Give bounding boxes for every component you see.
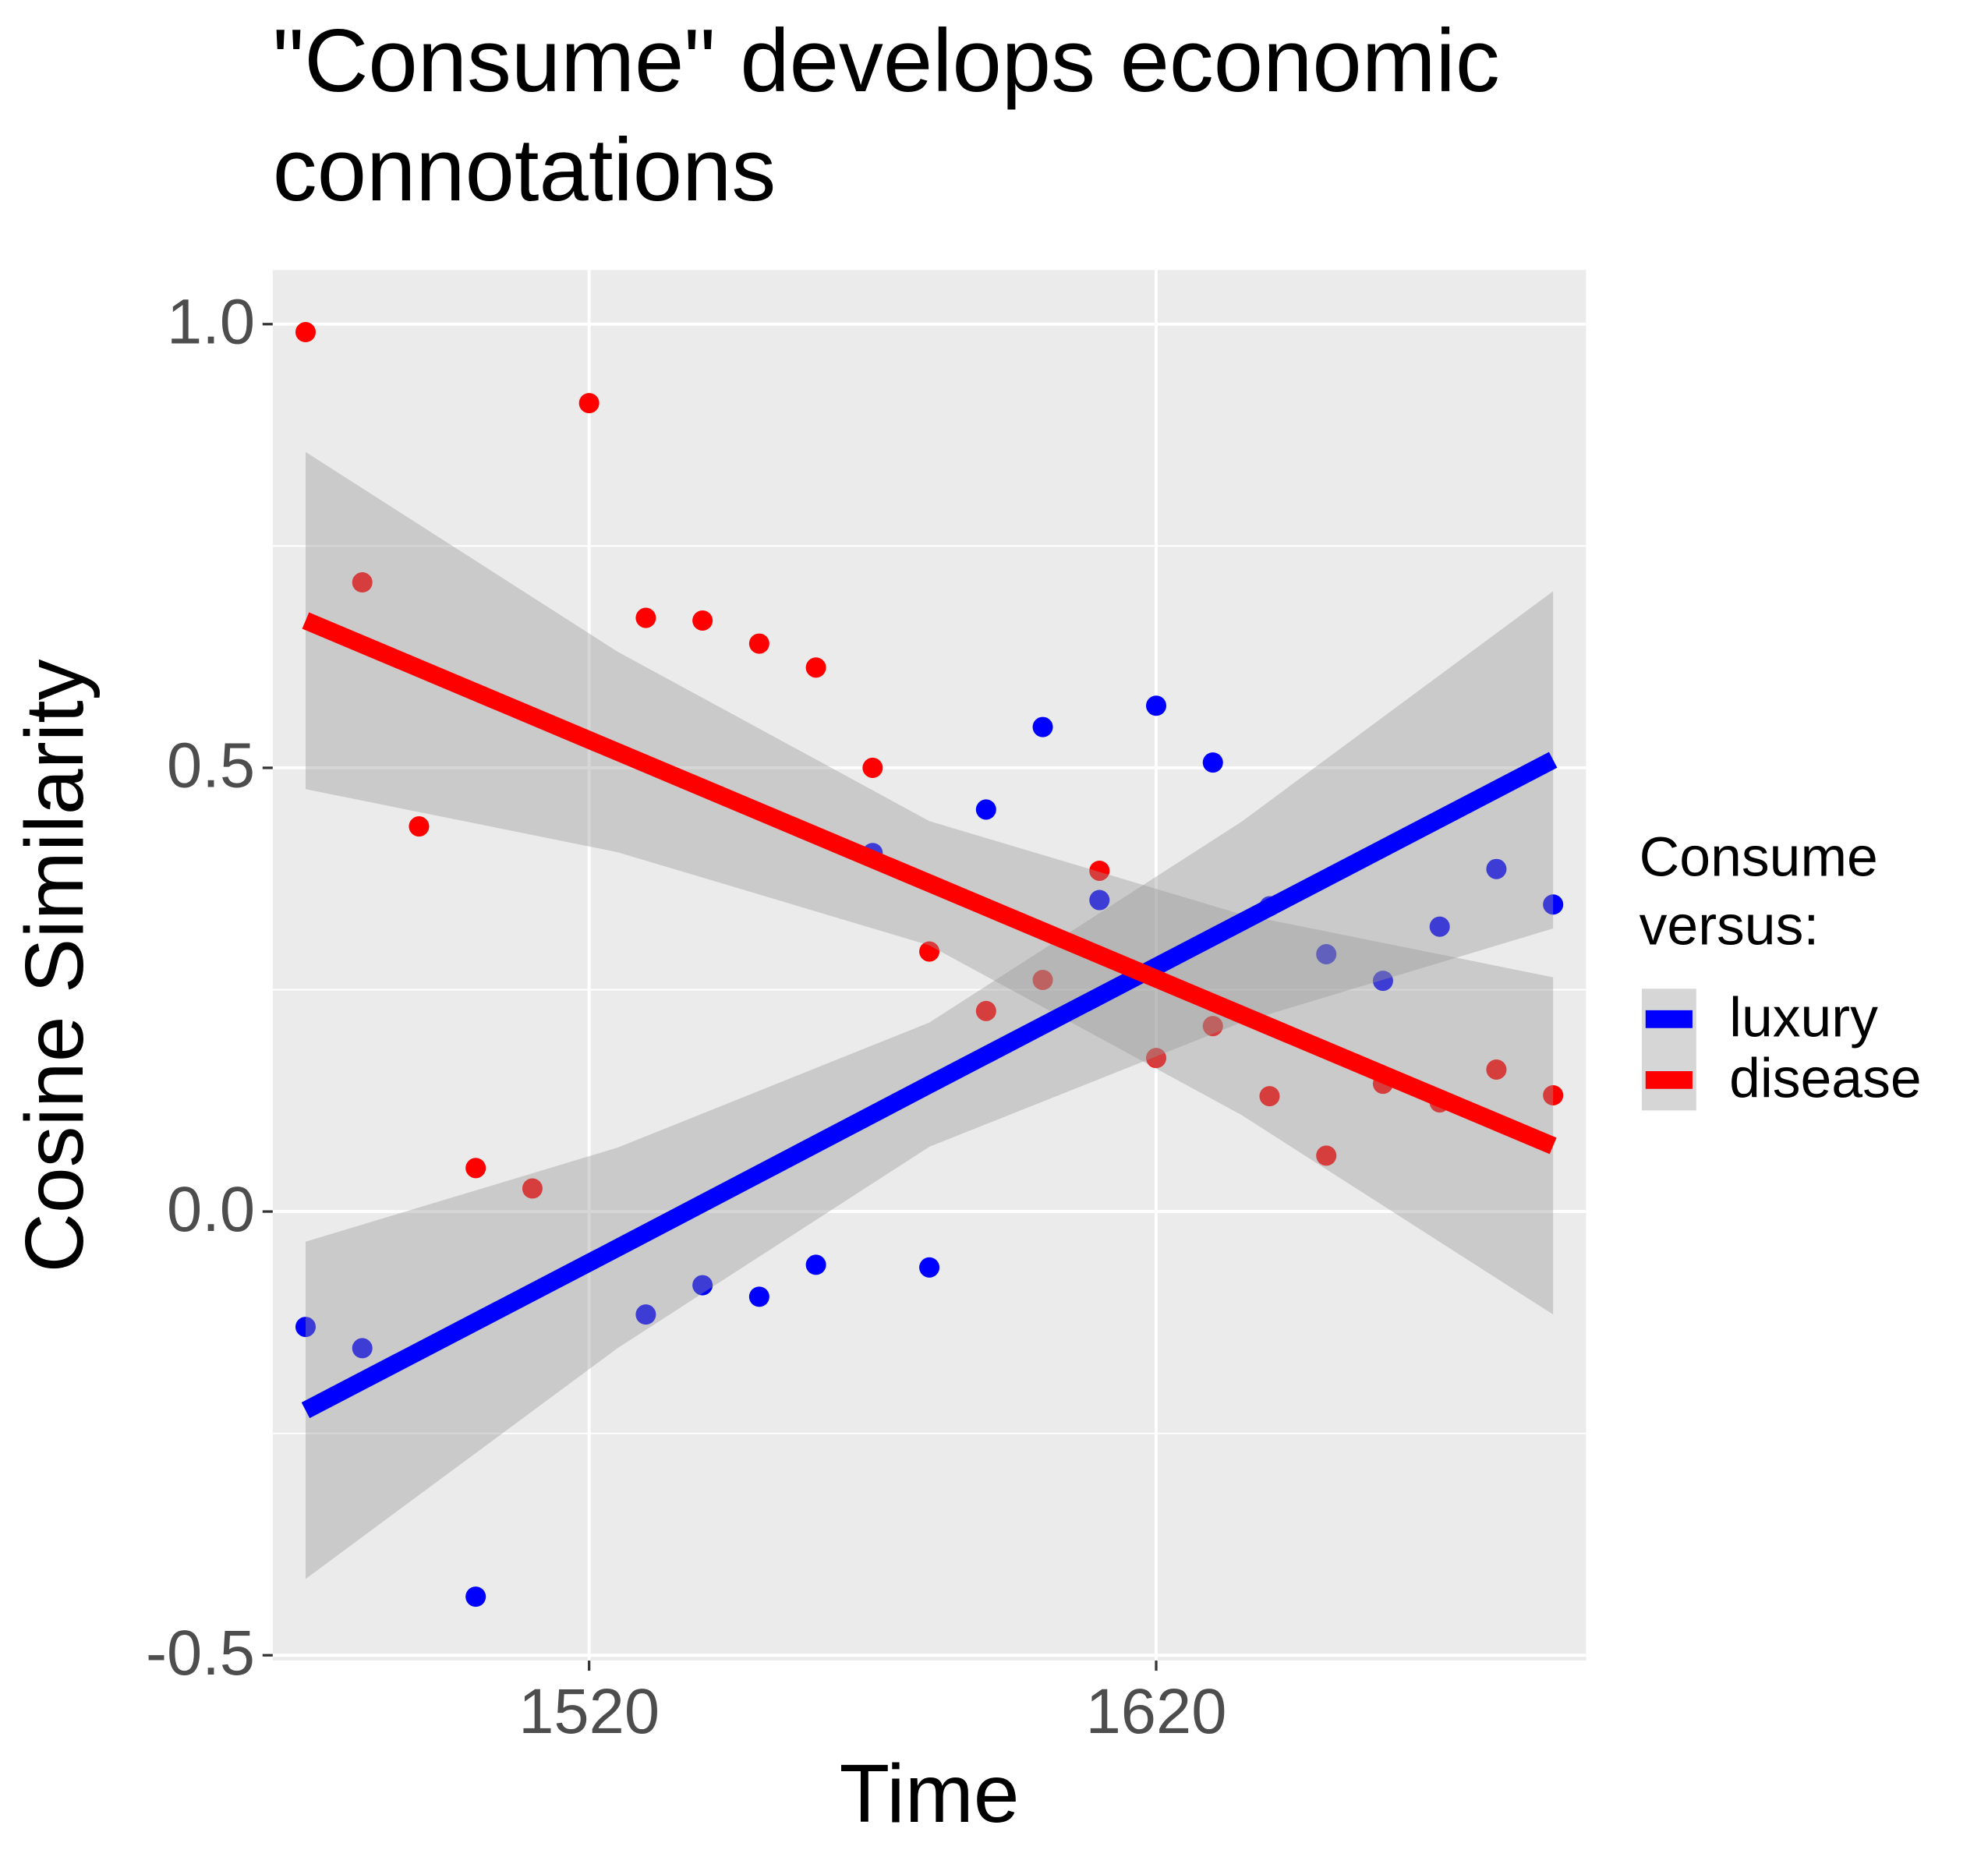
point [692, 1275, 713, 1296]
legend-label: luxury [1729, 986, 1878, 1049]
x-axis-title: Time [840, 1748, 1020, 1840]
legend-label: disease [1729, 1048, 1922, 1110]
point [635, 1304, 656, 1325]
x-tick-label: 1620 [1086, 1676, 1227, 1747]
point [522, 1178, 543, 1199]
y-tick-label: 1.0 [167, 286, 255, 357]
point [295, 322, 316, 343]
point [465, 1586, 486, 1608]
x-tick-label: 1520 [518, 1676, 660, 1747]
point [465, 1158, 486, 1179]
point [748, 633, 769, 654]
legend-title-box: Consume versus: [1639, 826, 1878, 957]
point [975, 799, 996, 820]
point [1032, 969, 1053, 991]
y-tick-label: 0.5 [167, 730, 255, 801]
point [1202, 1016, 1223, 1037]
point [692, 610, 713, 631]
point [1316, 943, 1337, 964]
point [1372, 971, 1393, 992]
point [919, 1257, 940, 1278]
point [748, 1286, 769, 1307]
point [352, 1338, 373, 1359]
point [862, 757, 883, 778]
point [1543, 1084, 1564, 1105]
y-axis-title: Cosine Similarity [9, 659, 101, 1272]
y-tick-label: 0.0 [167, 1174, 255, 1245]
point [1259, 1086, 1280, 1107]
y-tick-label: -0.5 [146, 1618, 255, 1689]
point [1146, 1048, 1167, 1069]
point [805, 657, 826, 678]
point [1089, 890, 1110, 911]
chart-title: "Consume" develops economic connotations [272, 11, 1500, 220]
point [1032, 716, 1053, 737]
point [1486, 1059, 1507, 1080]
point [1486, 858, 1507, 879]
panel [272, 270, 1587, 1661]
fit-line [302, 612, 1557, 1155]
point [295, 1317, 316, 1338]
point [635, 607, 656, 628]
fit-line [301, 752, 1558, 1419]
point [578, 393, 600, 414]
point [1089, 860, 1110, 881]
point [409, 816, 430, 837]
point [975, 1000, 996, 1021]
point [1429, 916, 1450, 937]
point [1543, 894, 1564, 915]
point [805, 1254, 826, 1275]
point [1316, 1145, 1337, 1166]
title-box: "Consume" develops economic connotations [272, 11, 1500, 220]
legend-title: Consume versus: [1639, 826, 1878, 957]
point [352, 572, 373, 593]
point [919, 941, 940, 962]
point [1202, 752, 1223, 773]
point [1146, 695, 1167, 716]
